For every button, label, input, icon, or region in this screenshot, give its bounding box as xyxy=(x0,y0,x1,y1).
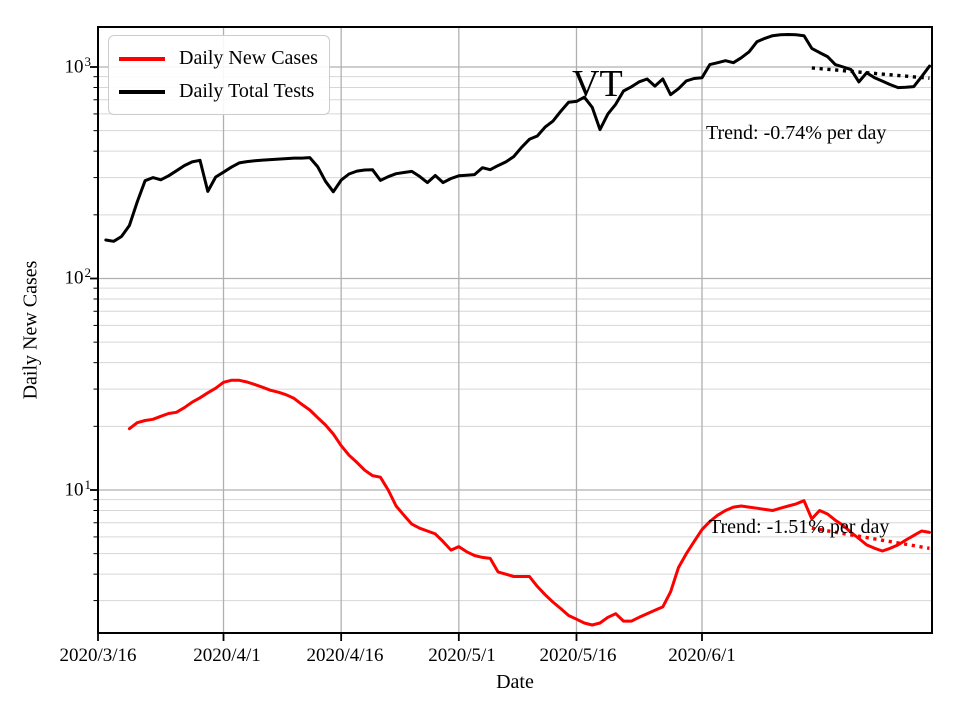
x-tick-label-4: 2020/5/1 xyxy=(428,645,496,666)
x-tick-label-2: 2020/4/1 xyxy=(193,645,261,666)
legend-item-daily-new-cases: Daily New Cases xyxy=(119,42,319,75)
x-tick-label-1: 2020/3/16 xyxy=(59,645,137,666)
state-annotation: VT xyxy=(572,63,623,105)
x-tick-label-5: 2020/5/16 xyxy=(539,645,617,666)
trend-annotation-cases: Trend: -1.51% per day xyxy=(709,516,890,538)
x-tick-label-6: 2020/6/1 xyxy=(668,645,736,666)
plot-border xyxy=(97,26,933,634)
y-tick-label-10-2: 102 xyxy=(64,265,92,289)
legend-item-daily-total-tests: Daily Total Tests xyxy=(119,75,319,108)
legend-label: Daily Total Tests xyxy=(179,80,315,102)
y-tick-label-10-1: 101 xyxy=(64,477,92,501)
y-axis-label: Daily New Cases xyxy=(19,260,42,400)
legend-line-sample-red xyxy=(119,56,165,61)
x-axis-label: Date xyxy=(496,671,534,693)
legend-label: Daily New Cases xyxy=(179,47,318,69)
y-tick-label-10-3: 103 xyxy=(64,54,92,78)
series-line-daily-new-cases xyxy=(127,378,931,627)
series-line-daily-total-tests xyxy=(104,33,931,243)
legend-line-sample-black xyxy=(119,89,165,94)
legend: Daily New Cases Daily Total Tests xyxy=(108,35,330,115)
x-tick-label-3: 2020/4/16 xyxy=(306,645,384,666)
trend-annotation-tests: Trend: -0.74% per day xyxy=(706,122,887,144)
